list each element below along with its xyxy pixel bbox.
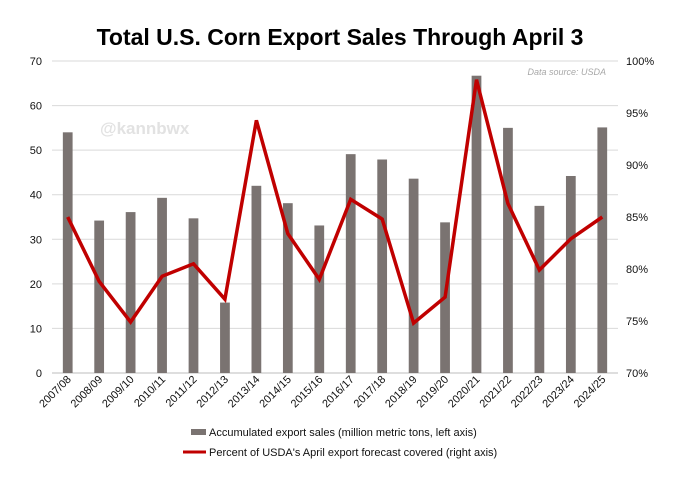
right-tick-label: 70% bbox=[626, 368, 648, 380]
x-tick-label: 2022/23 bbox=[509, 374, 546, 411]
x-tick-label: 2011/12 bbox=[164, 374, 200, 410]
legend-bar-swatch bbox=[191, 429, 206, 435]
right-tick-label: 100% bbox=[626, 56, 654, 68]
x-tick-label: 2024/25 bbox=[572, 374, 609, 411]
x-tick-label: 2015/16 bbox=[289, 374, 326, 411]
x-tick-label: 2016/17 bbox=[320, 374, 357, 411]
bar bbox=[157, 197, 167, 373]
left-axis: 0 10 20 30 40 50 60 70 bbox=[30, 56, 42, 380]
line-series bbox=[66, 79, 604, 327]
right-tick-label: 95% bbox=[626, 108, 648, 120]
bar bbox=[94, 220, 105, 373]
left-tick-label: 30 bbox=[30, 234, 42, 246]
bar bbox=[597, 127, 608, 373]
x-tick-label: 2021/22 bbox=[477, 374, 514, 411]
right-tick-label: 90% bbox=[626, 160, 648, 172]
bar bbox=[282, 203, 293, 373]
bar bbox=[125, 212, 136, 373]
x-tick-label: 2010/11 bbox=[132, 374, 168, 410]
x-tick-label: 2019/20 bbox=[415, 374, 452, 411]
gridlines bbox=[52, 60, 618, 374]
chart-title: Total U.S. Corn Export Sales Through Apr… bbox=[97, 24, 584, 50]
legend-bar-label: Accumulated export sales (million metric… bbox=[209, 427, 477, 439]
bar bbox=[314, 225, 325, 373]
bar bbox=[408, 178, 419, 373]
bar bbox=[220, 302, 230, 373]
left-tick-label: 70 bbox=[30, 56, 42, 68]
bar bbox=[503, 127, 513, 373]
bar bbox=[62, 132, 73, 373]
source-note: Data source: USDA bbox=[527, 67, 606, 77]
bar bbox=[534, 205, 545, 373]
bar bbox=[377, 159, 388, 373]
left-tick-label: 50 bbox=[30, 145, 42, 157]
x-axis: 2007/082008/092009/102010/112011/122012/… bbox=[37, 374, 608, 411]
bar bbox=[188, 218, 199, 373]
x-tick-label: 2017/18 bbox=[352, 374, 389, 411]
x-tick-label: 2023/24 bbox=[540, 374, 577, 411]
bar bbox=[471, 75, 482, 374]
x-tick-label: 2008/09 bbox=[69, 374, 106, 411]
x-tick-label: 2020/21 bbox=[446, 374, 483, 411]
left-tick-label: 10 bbox=[30, 323, 42, 335]
bar bbox=[345, 154, 356, 373]
bar-series bbox=[62, 75, 608, 374]
watermark: @kannbwx bbox=[100, 119, 190, 138]
bar bbox=[565, 175, 576, 373]
series-line bbox=[66, 79, 604, 327]
right-tick-label: 80% bbox=[626, 264, 648, 276]
x-tick-label: 2013/14 bbox=[226, 374, 263, 411]
right-axis: 70% 75% 80% 85% 90% 95% 100% bbox=[626, 56, 654, 380]
x-tick-label: 2014/15 bbox=[257, 374, 294, 411]
left-tick-label: 20 bbox=[30, 279, 42, 291]
right-tick-label: 85% bbox=[626, 212, 648, 224]
x-tick-label: 2007/08 bbox=[37, 374, 74, 411]
legend-line-label: Percent of USDA's April export forecast … bbox=[209, 447, 497, 459]
x-tick-label: 2018/19 bbox=[383, 374, 420, 411]
bar bbox=[251, 185, 262, 373]
left-tick-label: 0 bbox=[36, 368, 42, 380]
left-tick-label: 40 bbox=[30, 190, 42, 202]
x-tick-label: 2012/13 bbox=[194, 374, 231, 411]
left-tick-label: 60 bbox=[30, 101, 42, 113]
right-tick-label: 75% bbox=[626, 316, 648, 328]
legend: Accumulated export sales (million metric… bbox=[183, 427, 497, 459]
x-tick-label: 2009/10 bbox=[100, 374, 137, 411]
